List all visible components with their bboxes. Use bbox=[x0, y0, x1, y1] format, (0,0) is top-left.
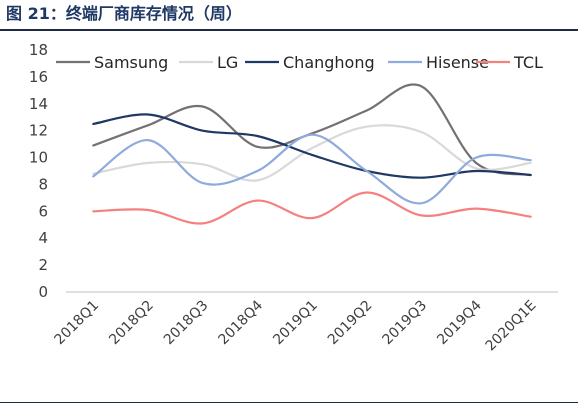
figure-title: 图 21：终端厂商库存情况（周） bbox=[6, 4, 242, 23]
y-tick-label: 4 bbox=[38, 229, 48, 247]
x-tick-label: 2018Q1 bbox=[52, 298, 103, 349]
y-tick-label: 6 bbox=[38, 202, 48, 220]
series-line-changhong bbox=[92, 113, 532, 179]
legend-label: LG bbox=[217, 53, 238, 72]
y-tick-label: 10 bbox=[29, 149, 48, 167]
legend-label: Samsung bbox=[94, 53, 168, 72]
y-tick-label: 12 bbox=[29, 122, 48, 140]
y-tick-label: 8 bbox=[38, 175, 48, 193]
x-tick-label: 2018Q3 bbox=[161, 298, 212, 349]
x-axis: 2018Q1 2018Q2 2018Q3 2018Q4 2019Q1 2019Q2 2019… bbox=[52, 291, 558, 355]
legend-item-lg: LG bbox=[179, 53, 238, 72]
legend: Samsung LG Changhong Hisense TCL bbox=[56, 53, 543, 72]
legend-label: Hisense bbox=[426, 53, 489, 72]
series-line-tcl bbox=[92, 191, 532, 225]
legend-item-changhong: Changhong bbox=[245, 53, 375, 72]
legend-item-hisense: Hisense bbox=[388, 53, 489, 72]
y-tick-label: 18 bbox=[29, 41, 48, 59]
x-tick-label: 2019Q3 bbox=[380, 298, 431, 349]
y-tick-label: 0 bbox=[38, 283, 48, 301]
x-tick-label: 2020Q1E bbox=[483, 298, 540, 355]
series-line-samsung bbox=[92, 83, 532, 177]
x-tick-label: 2018Q4 bbox=[216, 297, 267, 348]
x-tick-label: 2019Q1 bbox=[270, 298, 321, 349]
x-tick-label: 2018Q2 bbox=[106, 298, 157, 349]
legend-label: TCL bbox=[513, 53, 543, 72]
title-divider bbox=[0, 29, 578, 31]
y-axis: 0 2 4 6 8 10 12 14 16 18 bbox=[29, 41, 48, 301]
x-tick-label: 2019Q2 bbox=[325, 298, 376, 349]
legend-label: Changhong bbox=[283, 53, 375, 72]
series-lines bbox=[92, 83, 532, 225]
legend-item-samsung: Samsung bbox=[56, 53, 168, 72]
x-tick-label: 2019Q4 bbox=[434, 297, 485, 348]
y-tick-label: 16 bbox=[29, 68, 48, 86]
y-tick-label: 2 bbox=[38, 256, 48, 274]
legend-item-tcl: TCL bbox=[476, 53, 543, 72]
series-line-lg bbox=[92, 124, 532, 182]
series-line-hisense bbox=[92, 133, 532, 205]
y-tick-label: 14 bbox=[29, 95, 48, 113]
bottom-divider bbox=[0, 402, 578, 403]
